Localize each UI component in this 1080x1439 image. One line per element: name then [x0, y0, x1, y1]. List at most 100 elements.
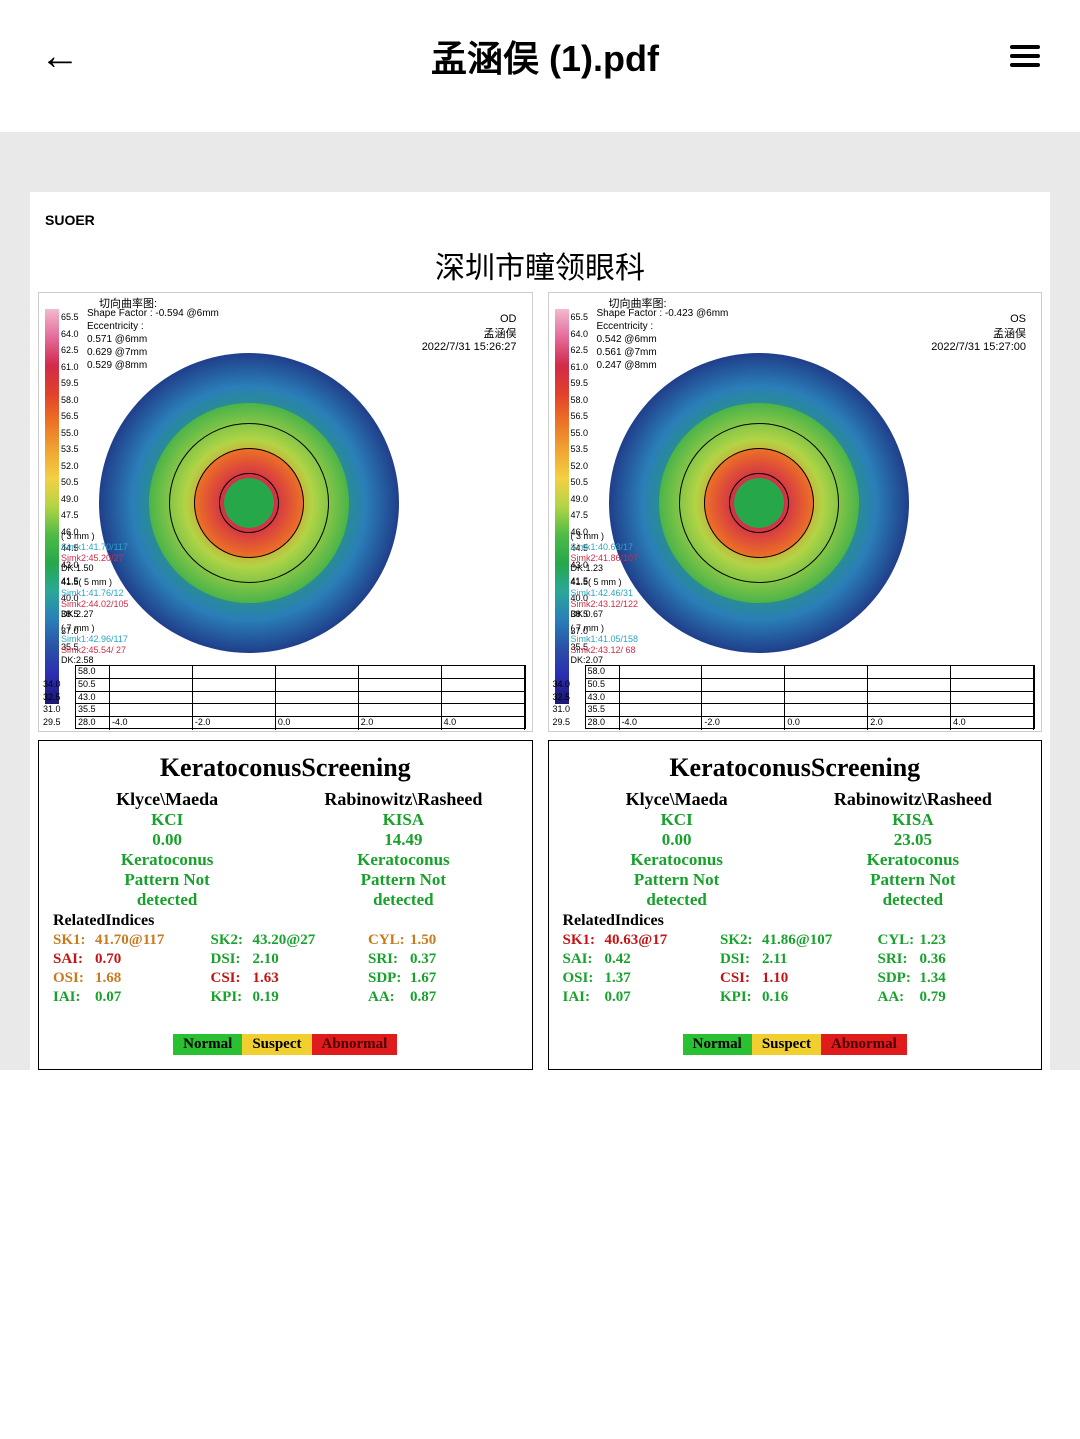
result-2b: Pattern Not — [795, 870, 1031, 890]
result-2b: Pattern Not — [285, 870, 521, 890]
legend-abnormal: Abnormal — [821, 1034, 907, 1055]
index-cyl: CYL:1.23 — [878, 932, 1028, 949]
related-indices-label: RelatedIndices — [49, 912, 522, 930]
index-iai: IAI:0.07 — [563, 989, 713, 1006]
index-kpi: KPI:0.16 — [720, 989, 870, 1006]
index-sdp: SDP:1.67 — [368, 970, 518, 987]
kisa-label: KISA — [795, 810, 1031, 830]
index-osi: OSI:1.37 — [563, 970, 713, 987]
ecc-label: Eccentricity : — [87, 320, 219, 333]
index-sai: SAI:0.70 — [53, 951, 203, 968]
result-2: Pattern Not — [559, 870, 795, 890]
os-column: 65.564.062.561.059.558.056.555.053.552.0… — [548, 292, 1043, 1070]
topography-rings — [99, 353, 399, 653]
shape-factor: Shape Factor : -0.423 @6mm — [597, 307, 729, 320]
kci-value: 0.00 — [559, 830, 795, 850]
patient-name: 孟涵俣 — [422, 325, 517, 341]
indices-grid: SK1:40.63@17 SK2:41.86@107 CYL:1.23 SAI:0.4… — [559, 930, 1032, 1008]
simk-7mm: ( 7 mm ) Simk1:42.96/117 Simk2:45.54/ 27… — [61, 623, 128, 666]
kci-label: KCI — [49, 810, 285, 830]
index-sri: SRI:0.37 — [368, 951, 518, 968]
page-background: SUOER 深圳市瞳领眼科 65.564.062.561.059.558.056… — [0, 132, 1080, 1070]
kisa-value: 23.05 — [795, 830, 1031, 850]
index-sdp: SDP:1.34 — [878, 970, 1028, 987]
document-page: SUOER 深圳市瞳领眼科 65.564.062.561.059.558.056… — [30, 192, 1050, 1070]
os-screening-panel: KeratoconusScreening Klyce\Maeda KCI 0.0… — [548, 740, 1043, 1070]
result-3b: detected — [795, 890, 1031, 910]
related-indices-label: RelatedIndices — [559, 912, 1032, 930]
index-kpi: KPI:0.19 — [211, 989, 361, 1006]
topography-row: 65.564.062.561.059.558.056.555.053.552.0… — [30, 292, 1050, 1070]
result-1b: Keratoconus — [285, 850, 521, 870]
color-scale — [555, 309, 569, 704]
eye-info: OS 孟涵俣 2022/7/31 15:27:00 — [931, 313, 1026, 353]
rr-label: Rabinowitz\Rasheed — [285, 789, 521, 810]
topography-rings — [609, 353, 909, 653]
status-legend: Normal Suspect Abnormal — [559, 1034, 1032, 1055]
od-screening-panel: KeratoconusScreening Klyce\Maeda KCI 0.0… — [38, 740, 533, 1070]
kci-label: KCI — [559, 810, 795, 830]
profile-y-scale: 34.032.531.029.5 — [43, 678, 61, 729]
kci-value: 0.00 — [49, 830, 285, 850]
menu-button[interactable] — [1010, 40, 1040, 72]
ecc-label: Eccentricity : — [597, 320, 729, 333]
ecc-6: 0.571 @6mm — [87, 333, 219, 346]
index-dsi: DSI:2.10 — [211, 951, 361, 968]
hospital-name: 深圳市瞳领眼科 — [30, 243, 1050, 287]
km-label: Klyce\Maeda — [49, 789, 285, 810]
index-dsi: DSI:2.11 — [720, 951, 870, 968]
ecc-6: 0.542 @6mm — [597, 333, 729, 346]
index-sai: SAI:0.42 — [563, 951, 713, 968]
index-osi: OSI:1.68 — [53, 970, 203, 987]
status-legend: Normal Suspect Abnormal — [49, 1034, 522, 1055]
patient-name: 孟涵俣 — [931, 325, 1026, 341]
legend-normal: Normal — [173, 1034, 242, 1055]
brand-label: SUOER — [30, 212, 1050, 228]
index-csi: CSI:1.10 — [720, 970, 870, 987]
timestamp: 2022/7/31 15:26:27 — [422, 341, 517, 353]
eye-side: OD — [422, 313, 517, 325]
document-title: 孟涵俣 (1).pdf — [80, 30, 1010, 82]
result-3: detected — [559, 890, 795, 910]
legend-normal: Normal — [683, 1034, 752, 1055]
result-2: Pattern Not — [49, 870, 285, 890]
indices-grid: SK1:41.70@117 SK2:43.20@27 CYL:1.50 SAI:0.7… — [49, 930, 522, 1008]
index-sri: SRI:0.36 — [878, 951, 1028, 968]
index-sk1: SK1:41.70@117 — [53, 932, 203, 949]
rr-label: Rabinowitz\Rasheed — [795, 789, 1031, 810]
legend-suspect: Suspect — [242, 1034, 311, 1055]
result-3: detected — [49, 890, 285, 910]
index-aa: AA:0.87 — [368, 989, 518, 1006]
index-sk1: SK1:40.63@17 — [563, 932, 713, 949]
simk-3mm: ( 3 mm ) Simk1:40.63/17 Simk2:41.86/107 … — [571, 531, 639, 574]
kisa-label: KISA — [285, 810, 521, 830]
profile-table: 58.050.543.035.528.0-4.0-2.00.02.04.0 — [585, 665, 1036, 729]
index-sk2: SK2:43.20@27 — [211, 932, 361, 949]
legend-abnormal: Abnormal — [312, 1034, 398, 1055]
index-sk2: SK2:41.86@107 — [720, 932, 870, 949]
simk-7mm: ( 7 mm ) Simk1:41.05/158 Simk2:43.12/ 68… — [571, 623, 639, 666]
back-button[interactable]: ← — [40, 34, 80, 79]
screening-title: KeratoconusScreening — [559, 753, 1032, 783]
km-label: Klyce\Maeda — [559, 789, 795, 810]
index-iai: IAI:0.07 — [53, 989, 203, 1006]
result-1b: Keratoconus — [795, 850, 1031, 870]
index-csi: CSI:1.63 — [211, 970, 361, 987]
color-scale — [45, 309, 59, 704]
result-3b: detected — [285, 890, 521, 910]
profile-table: 58.050.543.035.528.0-4.0-2.00.02.04.0 — [75, 665, 526, 729]
simk-5mm: 41.5( 5 mm ) Simk1:41.76/12 Simk2:44.02/… — [61, 577, 129, 620]
legend-suspect: Suspect — [752, 1034, 821, 1055]
index-aa: AA:0.79 — [878, 989, 1028, 1006]
result-1: Keratoconus — [49, 850, 285, 870]
app-header: ← 孟涵俣 (1).pdf — [0, 0, 1080, 112]
result-1: Keratoconus — [559, 850, 795, 870]
simk-5mm: 41.5( 5 mm ) Simk1:42.46/31 Simk2:43.12/… — [571, 577, 639, 620]
eye-info: OD 孟涵俣 2022/7/31 15:26:27 — [422, 313, 517, 353]
screening-title: KeratoconusScreening — [49, 753, 522, 783]
os-topography-map: 65.564.062.561.059.558.056.555.053.552.0… — [548, 292, 1043, 732]
simk-3mm: ( 3 mm ) Simk1:41.70/117 Simk2:45.20/27 … — [61, 531, 128, 574]
index-cyl: CYL:1.50 — [368, 932, 518, 949]
profile-y-scale: 34.032.531.029.5 — [553, 678, 571, 729]
od-topography-map: 65.564.062.561.059.558.056.555.053.552.0… — [38, 292, 533, 732]
